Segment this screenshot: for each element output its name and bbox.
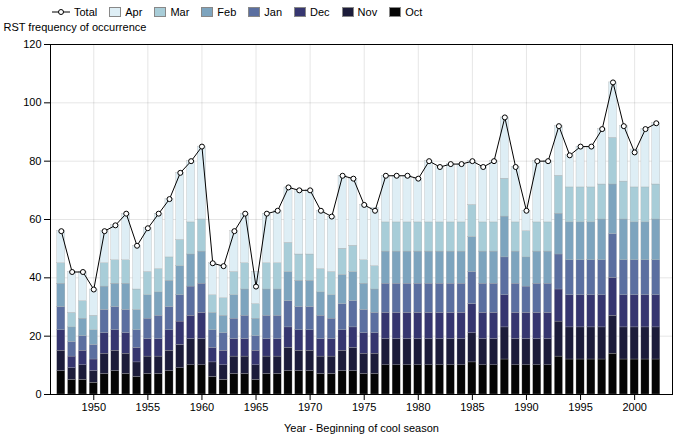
svg-text:1970: 1970 — [298, 401, 322, 413]
svg-text:1990: 1990 — [514, 401, 538, 413]
html-text:Oct: Oct — [405, 6, 423, 18]
svg-text:Year - Beginning of cool seaso: Year - Beginning of cool season — [284, 422, 439, 434]
svg-text:1985: 1985 — [460, 401, 484, 413]
svg-text:100: 100 — [23, 96, 41, 108]
html-text:Feb: Feb — [217, 6, 237, 18]
svg-text:20: 20 — [29, 330, 41, 342]
html-text:Nov: Nov — [357, 6, 378, 18]
svg-text:RST frequency of occurrence: RST frequency of occurrence — [4, 21, 147, 33]
svg-text:1955: 1955 — [136, 401, 160, 413]
svg-text:80: 80 — [29, 155, 41, 167]
html-text:Apr: Apr — [125, 6, 143, 18]
svg-text:1965: 1965 — [244, 401, 268, 413]
svg-text:120: 120 — [23, 38, 41, 50]
svg-text:0: 0 — [35, 388, 41, 400]
html-text:Total: Total — [74, 6, 98, 18]
svg-text:2000: 2000 — [622, 401, 646, 413]
html-text:Mar: Mar — [170, 6, 190, 18]
svg-text:1995: 1995 — [568, 401, 592, 413]
html-text:Dec: Dec — [310, 6, 330, 18]
html-text:Jan: Jan — [264, 6, 282, 18]
svg-text:60: 60 — [29, 213, 41, 225]
svg-text:40: 40 — [29, 271, 41, 283]
svg-text:1975: 1975 — [352, 401, 376, 413]
svg-text:1980: 1980 — [406, 401, 430, 413]
svg-text:1960: 1960 — [190, 401, 214, 413]
svg-text:1950: 1950 — [82, 401, 106, 413]
